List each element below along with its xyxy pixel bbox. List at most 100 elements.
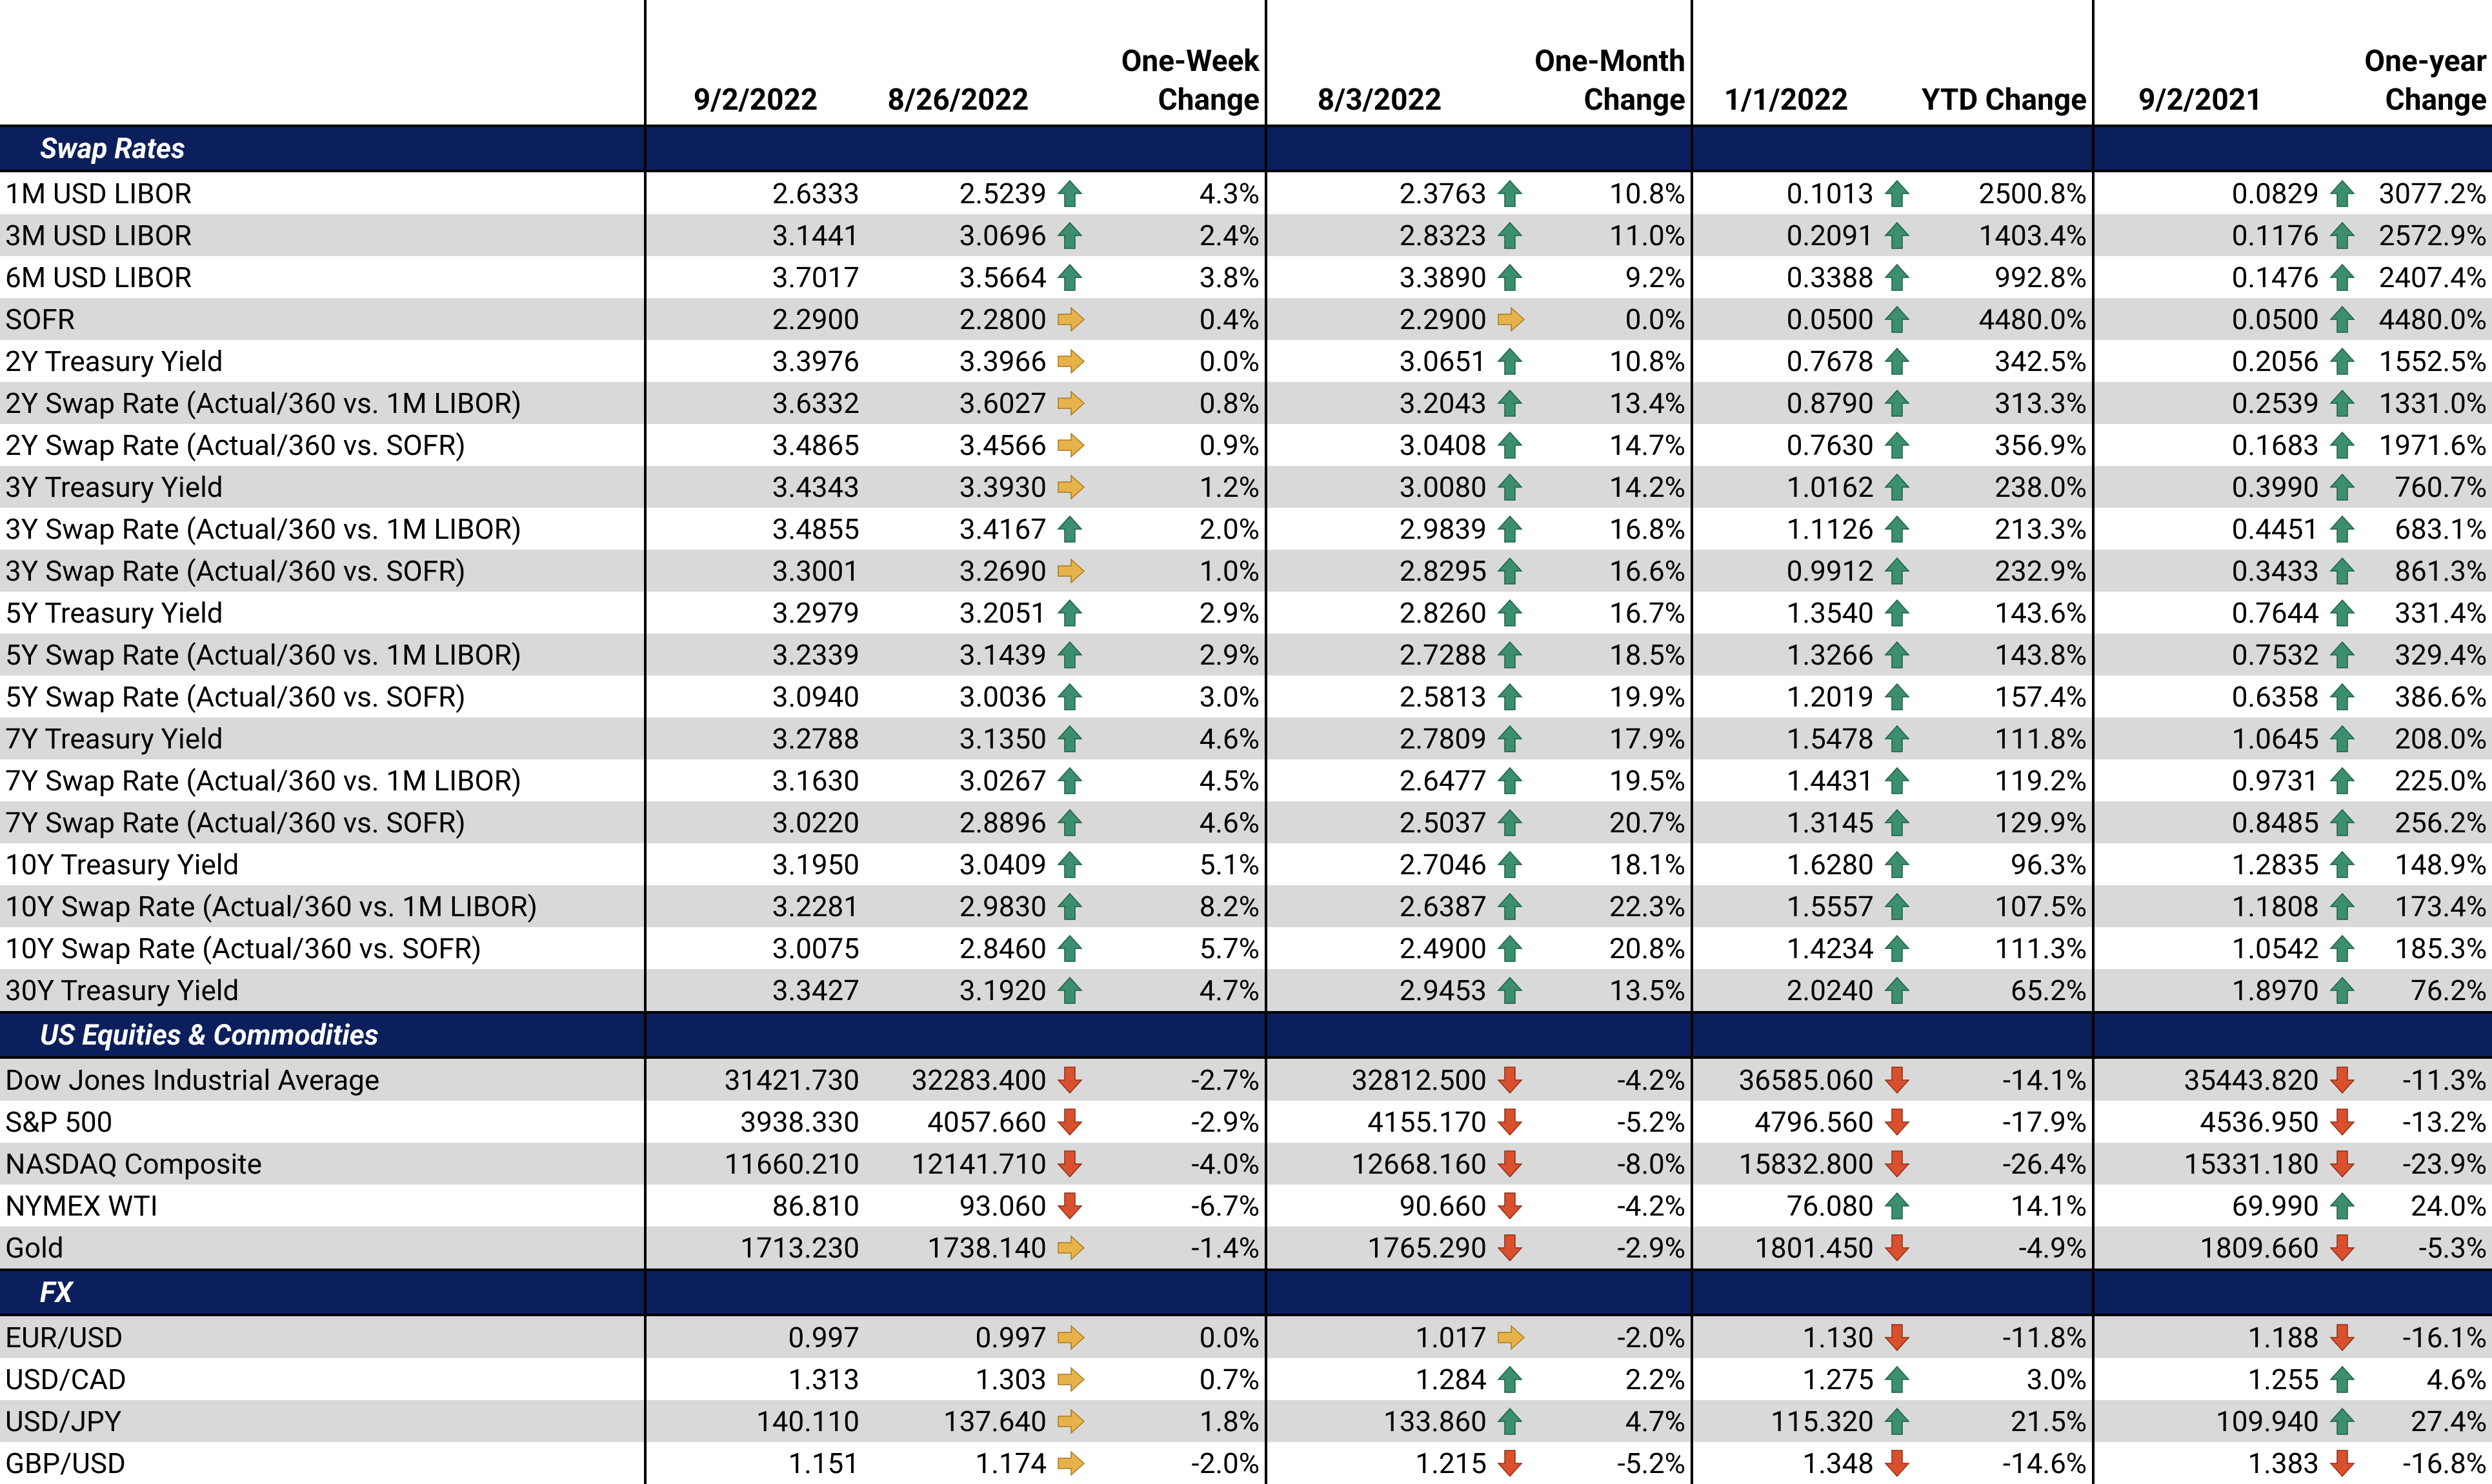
arrow-up-icon: [2324, 298, 2370, 340]
change-month: 2.2%: [1537, 1358, 1694, 1400]
arrow-up-icon: [1052, 256, 1097, 298]
value-month-ref: 1.017: [1266, 1315, 1492, 1358]
value-ytd-ref: 0.3388: [1786, 260, 1874, 294]
value-year-ref: 0.3433: [2093, 550, 2325, 592]
value-month-ref: 2.4900: [1399, 931, 1487, 965]
value-week-ref: 2.5239: [959, 176, 1047, 210]
arrow-up-icon: [2324, 1185, 2369, 1227]
header-col-week-ago: 8/26/2022: [887, 83, 1029, 117]
change-week: 5.1%: [1097, 843, 1267, 885]
value-year-ref: 0.7532: [2093, 634, 2325, 676]
section-header-row: FX: [0, 1268, 2492, 1316]
change-ytd: -26.4%: [1924, 1143, 2095, 1185]
row-label: 3Y Treasury Yield: [0, 466, 647, 508]
table-row: 3Y Treasury Yield 3.4343 3.3930 1.2% 3.0080 1…: [0, 466, 2492, 508]
value-year-ref: 0.9731: [2231, 763, 2320, 797]
value-ytd-ref: 1.3540: [1786, 596, 1874, 630]
arrow-right-icon: [1052, 1315, 1097, 1358]
value-ytd-ref: 1.5557: [1692, 885, 1880, 927]
section-fill-cell: [2324, 125, 2492, 172]
value-week-ref: 1738.140: [865, 1227, 1052, 1270]
arrow-right-icon: [1492, 1315, 1537, 1358]
change-month: 19.9%: [1537, 676, 1694, 717]
arrow-down-icon: [1492, 1058, 1537, 1101]
value-current: 2.6333: [772, 176, 859, 210]
arrow-down-icon: [1052, 1143, 1097, 1185]
value-year-ref: 1.188: [2093, 1315, 2325, 1358]
value-month-ref: 3.3890: [1399, 260, 1487, 294]
change-month: 20.8%: [1537, 927, 1694, 969]
section-title: US Equities & Commodities: [0, 1011, 647, 1059]
change-week: 0.0%: [1097, 340, 1267, 382]
change-year: 386.6%: [2395, 679, 2487, 714]
value-year-ref: 1809.660: [2093, 1227, 2325, 1270]
change-year: 329.4%: [2369, 634, 2492, 676]
arrow-up-icon: [2324, 843, 2369, 885]
value-year-ref: 1.2835: [2231, 847, 2320, 881]
arrow-up-icon: [2324, 508, 2369, 550]
arrow-up-icon: [1492, 634, 1537, 676]
arrow-up-icon: [1879, 508, 1924, 550]
value-ytd-ref: 0.1013: [1786, 176, 1874, 210]
change-month: 18.5%: [1537, 634, 1694, 676]
change-ytd: 111.3%: [1924, 927, 2095, 969]
value-year-ref: 1.255: [2247, 1362, 2320, 1396]
change-week: 2.9%: [1097, 634, 1267, 676]
change-year: 1971.6%: [2378, 428, 2487, 462]
value-week-ref: 3.1350: [865, 717, 1052, 759]
change-month: -4.2%: [1537, 1058, 1694, 1101]
arrow-up-icon: [2324, 592, 2369, 634]
arrow-up-icon: [1879, 1358, 1924, 1400]
value-ytd-ref: 2.0240: [1692, 969, 1880, 1012]
change-ytd: 157.4%: [1924, 676, 2095, 717]
value-week-ref: 137.640: [865, 1400, 1052, 1442]
value-month-ref: 133.860: [1266, 1400, 1492, 1442]
table-row: 1M USD LIBOR 2.6333 2.5239 4.3% 2.3763 10.8% 0…: [0, 171, 2492, 214]
arrow-up-icon: [2324, 256, 2369, 298]
arrow-up-icon: [1879, 382, 1925, 424]
arrow-up-icon: [1879, 550, 1925, 592]
header-row: 9/2/2022 8/26/2022 One-Week Change 8/3/20…: [0, 0, 2492, 126]
arrow-up-icon: [1879, 171, 1924, 214]
row-label: 1M USD LIBOR: [0, 171, 647, 214]
value-ytd-ref: 1801.450: [1692, 1227, 1880, 1270]
table-row: 3Y Swap Rate (Actual/360 vs. 1M LIBOR) 3.…: [0, 508, 2492, 550]
arrow-up-icon: [1492, 759, 1537, 801]
change-year: 1331.0%: [2369, 382, 2492, 424]
section-fill-cell: [1052, 125, 1267, 172]
value-ytd-ref: 115.320: [1692, 1400, 1880, 1442]
value-year-ref: 1.0542: [2231, 931, 2320, 965]
change-year: -16.1%: [2369, 1315, 2492, 1358]
change-year: 760.7%: [2369, 466, 2492, 508]
arrow-up-icon: [1492, 256, 1537, 298]
arrow-down-icon: [2324, 1058, 2370, 1101]
value-current: 1713.230: [645, 1227, 865, 1270]
change-year: 27.4%: [2369, 1400, 2492, 1442]
value-current: 3.3976: [772, 344, 859, 378]
section-fill-cell: [1879, 125, 2095, 172]
value-ytd-ref: 36585.060: [1692, 1058, 1880, 1101]
section-fill-cell: [1692, 125, 1880, 172]
arrow-down-icon: [2324, 1315, 2370, 1358]
value-week-ref: 3.3966: [959, 344, 1047, 378]
section-title: Swap Rates: [0, 125, 647, 172]
value-current: 31421.730: [645, 1058, 865, 1101]
value-year-ref: 4536.950: [2200, 1105, 2320, 1139]
value-ytd-ref: 4796.560: [1754, 1105, 1874, 1139]
arrow-down-icon: [1879, 1101, 1924, 1143]
value-current: 3.3427: [645, 969, 865, 1012]
change-ytd: 4480.0%: [1924, 298, 2095, 340]
section-fill-cell: [1692, 1011, 1880, 1059]
change-week: 4.7%: [1097, 969, 1267, 1012]
section-fill-cell: [1492, 1268, 1694, 1316]
arrow-up-icon: [2324, 466, 2370, 508]
table-row: 2Y Swap Rate (Actual/360 vs. SOFR) 3.4865…: [0, 424, 2492, 466]
arrow-up-icon: [1879, 717, 1925, 759]
value-month-ref: 2.5813: [1399, 679, 1487, 714]
arrow-up-icon: [1492, 550, 1537, 592]
table-row: 5Y Swap Rate (Actual/360 vs. SOFR) 3.0940…: [0, 676, 2492, 717]
section-fill-cell: [865, 125, 1052, 172]
value-week-ref: 3.0036: [959, 679, 1047, 714]
arrow-up-icon: [1052, 843, 1097, 885]
value-week-ref: 4057.660: [927, 1105, 1047, 1139]
